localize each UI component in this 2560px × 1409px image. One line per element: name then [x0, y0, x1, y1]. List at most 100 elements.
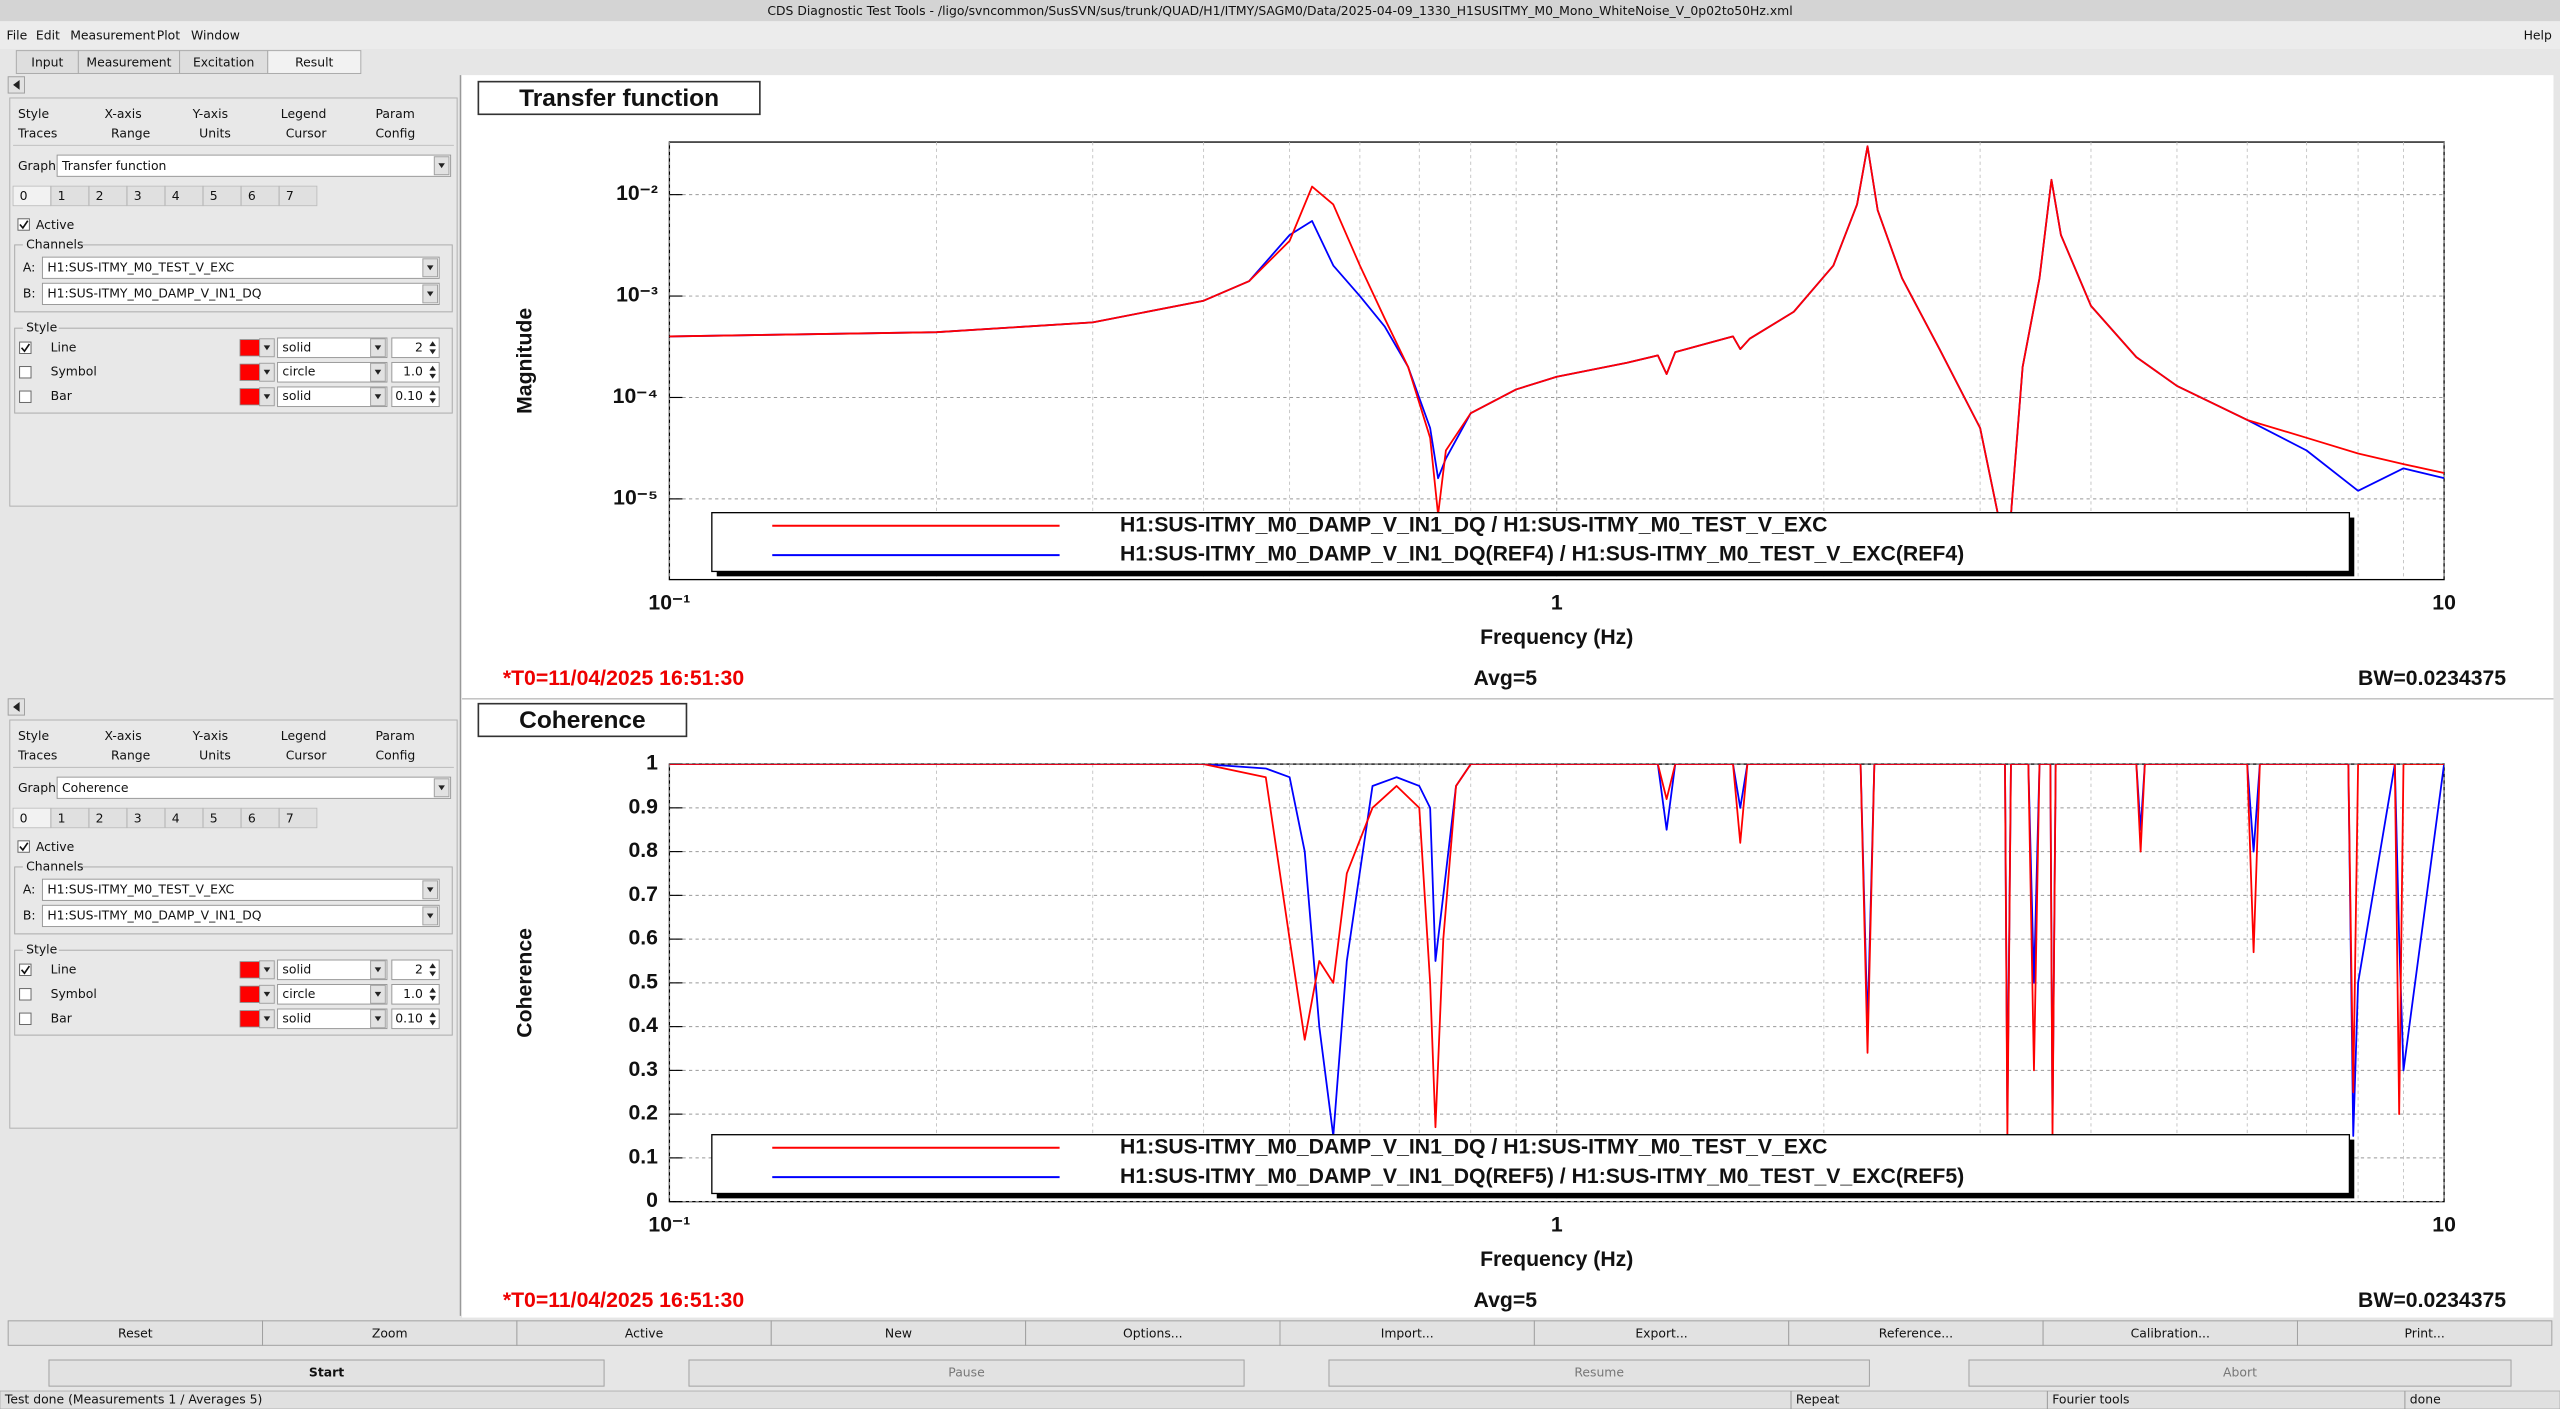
- main-tab-label[interactable]: Result: [295, 54, 333, 69]
- trace-tab-label[interactable]: 3: [134, 188, 142, 203]
- size-spin[interactable]: [391, 386, 440, 408]
- panel-tab[interactable]: Config: [376, 747, 416, 762]
- run-button[interactable]: [1968, 1359, 2512, 1387]
- trace-tab-label[interactable]: 5: [210, 810, 218, 825]
- graph-select[interactable]: [56, 776, 452, 799]
- trace-tab-label[interactable]: 1: [58, 810, 66, 825]
- trace-tab[interactable]: [164, 807, 204, 829]
- trace-tab-label[interactable]: 3: [134, 810, 142, 825]
- run-button-label[interactable]: Pause: [948, 1365, 984, 1380]
- panel-tab[interactable]: Param: [376, 106, 415, 121]
- action-button[interactable]: [1788, 1320, 2044, 1346]
- action-button[interactable]: [1279, 1320, 1535, 1346]
- trace-tab[interactable]: [278, 185, 318, 207]
- menu-item[interactable]: Window: [191, 27, 240, 42]
- panel-tab[interactable]: X-axis: [104, 728, 141, 743]
- trace-tab-label[interactable]: 0: [20, 188, 28, 203]
- action-button-label[interactable]: Calibration...: [2131, 1325, 2210, 1340]
- panel-tab[interactable]: Y-axis: [192, 728, 228, 743]
- trace-tab-label[interactable]: 5: [210, 188, 218, 203]
- trace-tab[interactable]: [240, 807, 280, 829]
- trace-tab[interactable]: [50, 807, 90, 829]
- color-swatch[interactable]: [239, 985, 260, 1003]
- action-button[interactable]: [7, 1320, 264, 1346]
- size-spin[interactable]: [391, 361, 440, 383]
- trace-tab-label[interactable]: 4: [172, 810, 180, 825]
- menu-item[interactable]: Measurement: [70, 27, 155, 42]
- style-select[interactable]: [277, 959, 388, 981]
- checkbox[interactable]: [19, 1012, 32, 1025]
- style-select[interactable]: [277, 386, 388, 408]
- menu-item[interactable]: File: [7, 27, 28, 42]
- trace-tab[interactable]: [12, 185, 52, 207]
- checkbox[interactable]: [19, 988, 32, 1001]
- color-swatch[interactable]: [239, 961, 260, 979]
- panel-tab[interactable]: Style: [18, 106, 49, 121]
- trace-tab-label[interactable]: 2: [96, 188, 104, 203]
- panel-tab[interactable]: Param: [376, 728, 415, 743]
- panel-tab[interactable]: Style: [18, 728, 49, 743]
- trace-tab[interactable]: [88, 807, 128, 829]
- run-button[interactable]: [48, 1359, 605, 1387]
- panel-tab[interactable]: Traces: [17, 747, 57, 762]
- run-button-label[interactable]: Start: [309, 1365, 344, 1380]
- color-swatch[interactable]: [239, 1010, 260, 1028]
- trace-tab[interactable]: [50, 185, 90, 207]
- trace-tab[interactable]: [126, 185, 166, 207]
- trace-tab[interactable]: [202, 807, 242, 829]
- size-spin[interactable]: [391, 337, 440, 359]
- menu-item[interactable]: Plot: [157, 27, 180, 42]
- action-button-label[interactable]: Reference...: [1879, 1325, 1953, 1340]
- trace-tab-label[interactable]: 6: [248, 188, 256, 203]
- graph-select[interactable]: [56, 154, 452, 177]
- checkbox[interactable]: [19, 341, 32, 354]
- trace-tab-label[interactable]: 7: [286, 188, 294, 203]
- panel-tab[interactable]: Cursor: [286, 747, 328, 762]
- checkbox[interactable]: [19, 366, 32, 379]
- main-tab-label[interactable]: Measurement: [86, 54, 171, 69]
- trace-tab-label[interactable]: 7: [286, 810, 294, 825]
- action-button-label[interactable]: Import...: [1381, 1325, 1434, 1340]
- channel-select[interactable]: [41, 904, 440, 928]
- action-button[interactable]: [262, 1320, 518, 1346]
- style-select[interactable]: [277, 337, 388, 359]
- action-button[interactable]: [1025, 1320, 1281, 1346]
- action-button-label[interactable]: Reset: [118, 1325, 153, 1340]
- action-button[interactable]: [516, 1320, 772, 1346]
- action-button-label[interactable]: Options...: [1123, 1325, 1183, 1340]
- color-swatch[interactable]: [239, 339, 260, 357]
- trace-tab[interactable]: [88, 185, 128, 207]
- run-button[interactable]: [688, 1359, 1245, 1387]
- checkbox[interactable]: [19, 963, 32, 977]
- color-swatch[interactable]: [239, 388, 260, 406]
- run-button-label[interactable]: Resume: [1574, 1365, 1624, 1380]
- trace-tab[interactable]: [126, 807, 166, 829]
- action-button[interactable]: [770, 1320, 1027, 1346]
- main-tab-label[interactable]: Excitation: [193, 54, 254, 69]
- channel-select[interactable]: [41, 256, 440, 279]
- panel-tab[interactable]: Traces: [17, 125, 57, 140]
- panel-tab[interactable]: Y-axis: [192, 106, 228, 121]
- action-button-label[interactable]: Export...: [1635, 1325, 1687, 1340]
- trace-tab-label[interactable]: 6: [248, 810, 256, 825]
- panel-tab[interactable]: Legend: [281, 728, 327, 743]
- style-select[interactable]: [277, 984, 388, 1005]
- trace-tab[interactable]: [12, 807, 52, 829]
- action-button-label[interactable]: New: [885, 1325, 912, 1340]
- trace-tab-label[interactable]: 0: [20, 810, 28, 825]
- action-button[interactable]: [1533, 1320, 1790, 1346]
- style-select[interactable]: [277, 1008, 388, 1030]
- checkbox[interactable]: [17, 218, 30, 231]
- run-button[interactable]: [1328, 1359, 1870, 1387]
- trace-tab[interactable]: [202, 185, 242, 207]
- trace-tab[interactable]: [240, 185, 280, 207]
- panel-tab[interactable]: Units: [199, 747, 231, 762]
- menu-item[interactable]: Edit: [36, 27, 60, 42]
- trace-tab-label[interactable]: 4: [172, 188, 180, 203]
- trace-tab[interactable]: [164, 185, 204, 207]
- panel-tab[interactable]: Cursor: [286, 125, 328, 140]
- color-swatch[interactable]: [239, 363, 260, 381]
- run-button-label[interactable]: Abort: [2223, 1365, 2257, 1380]
- trace-tab[interactable]: [278, 807, 318, 829]
- action-button-label[interactable]: Zoom: [372, 1325, 408, 1340]
